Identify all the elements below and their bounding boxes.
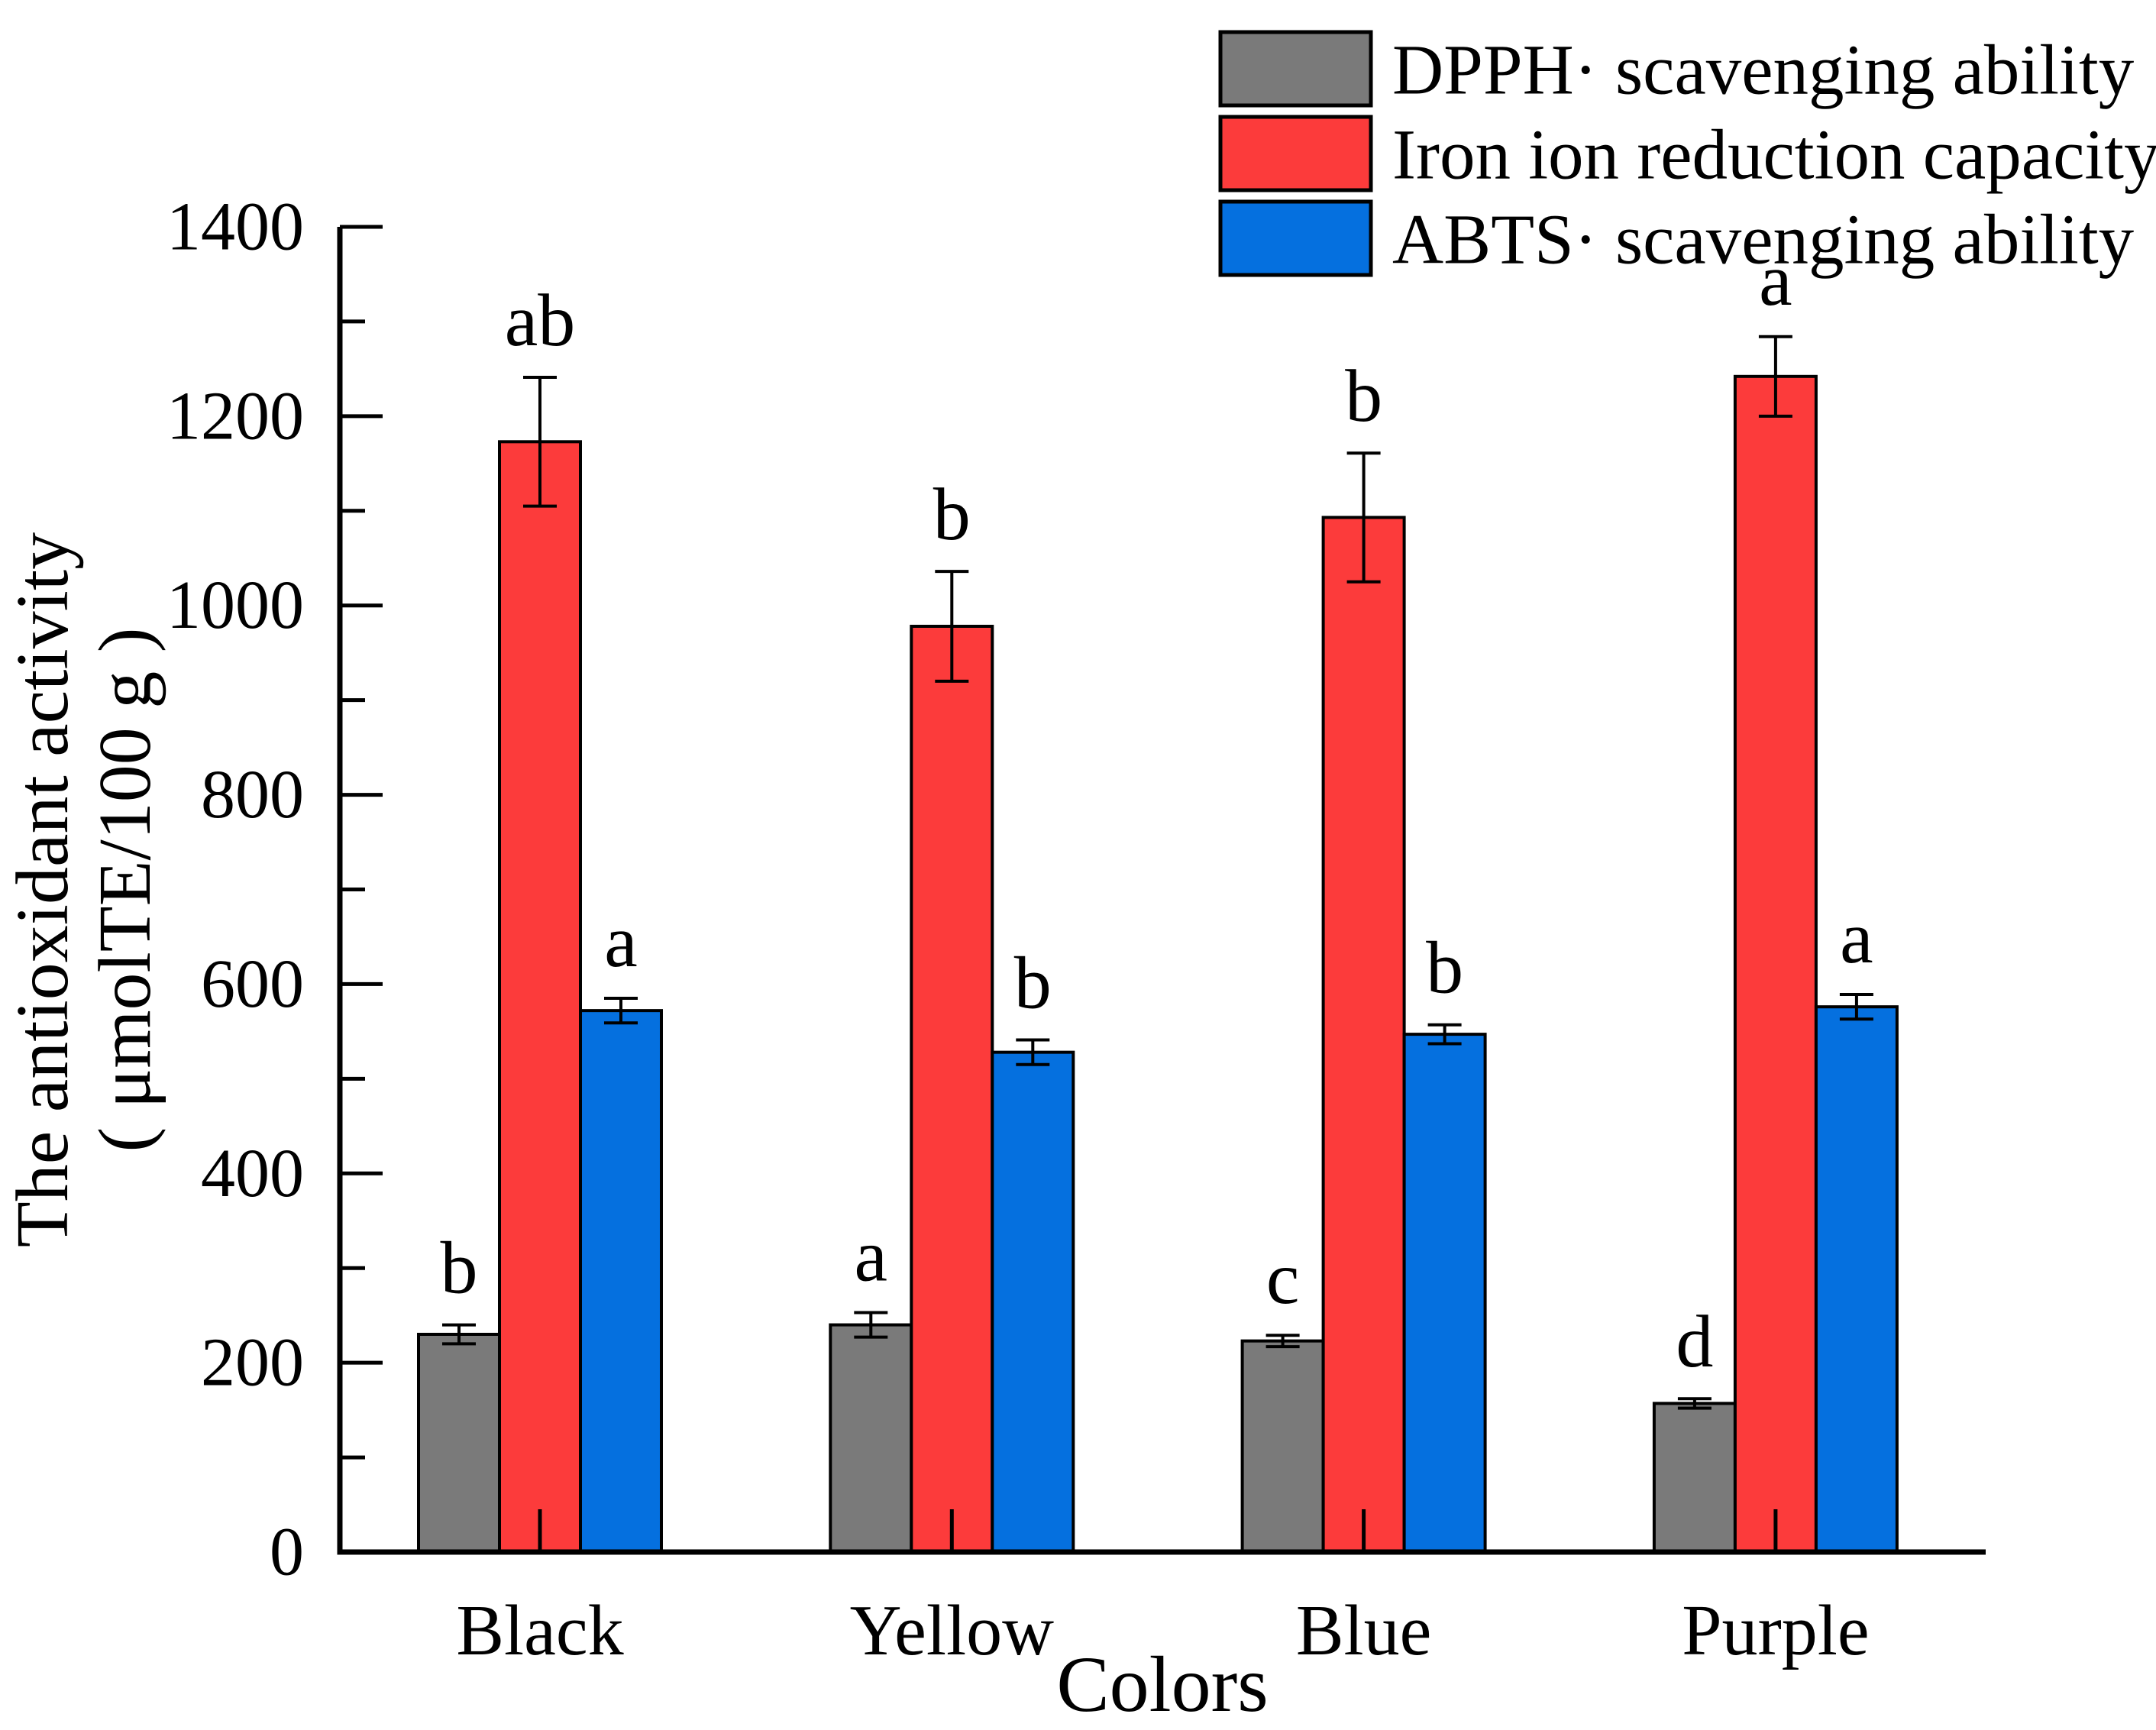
bar-black-series0	[417, 1332, 501, 1554]
y-tick-label: 0	[270, 1515, 304, 1590]
bar-black-series1	[498, 440, 582, 1554]
x-axis-title: Colors	[1056, 1641, 1268, 1728]
significance-letter: a	[604, 901, 638, 983]
significance-letter: b	[1345, 355, 1382, 438]
bar-purple-series0	[1652, 1402, 1737, 1554]
significance-letter: b	[1426, 927, 1463, 1010]
legend-label-series2: ABTS· scavenging ability	[1392, 201, 2135, 280]
bar-yellow-series2	[991, 1050, 1075, 1554]
legend-swatch-series0	[1218, 30, 1373, 108]
significance-letter: a	[1759, 239, 1792, 322]
significance-letter: ab	[505, 280, 576, 362]
significance-letter: b	[1014, 943, 1052, 1025]
y-tick-label: 400	[201, 1136, 304, 1211]
bar-yellow-series0	[829, 1323, 913, 1554]
significance-letter: b	[441, 1227, 478, 1310]
x-category-label-black: Black	[456, 1591, 623, 1670]
bar-blue-series1	[1321, 516, 1406, 1554]
bar-purple-series1	[1733, 374, 1818, 1554]
significance-letter: a	[1840, 897, 1873, 979]
y-tick-label: 1200	[166, 378, 304, 454]
legend-swatch-series1	[1218, 115, 1373, 192]
x-category-label-blue: Blue	[1296, 1591, 1432, 1670]
y-tick-label: 1000	[166, 568, 304, 643]
legend-swatch-series2	[1218, 199, 1373, 277]
bar-blue-series2	[1402, 1033, 1487, 1554]
legend-label-series1: Iron ion reduction capacity	[1392, 116, 2156, 195]
significance-letter: a	[855, 1214, 888, 1297]
bar-yellow-series1	[910, 624, 994, 1554]
y-axis-title-line2: ( μmolTE/100 g )	[84, 628, 166, 1153]
y-tick-label: 1400	[166, 189, 304, 265]
significance-letter: b	[933, 474, 971, 556]
legend-label-series0: DPPH· scavenging ability	[1392, 31, 2135, 110]
x-category-label-yellow: Yellow	[850, 1591, 1054, 1670]
bar-purple-series2	[1814, 1005, 1899, 1554]
significance-letter: c	[1266, 1237, 1300, 1320]
y-axis-title-line1: The antioxidant activity	[2, 532, 84, 1247]
y-tick-label: 600	[201, 946, 304, 1022]
x-category-label-purple: Purple	[1682, 1591, 1869, 1670]
bar-black-series2	[579, 1009, 663, 1554]
y-tick-label: 800	[201, 757, 304, 833]
significance-letter: d	[1676, 1301, 1713, 1383]
bar-blue-series0	[1240, 1339, 1325, 1554]
y-tick-label: 200	[201, 1325, 304, 1401]
